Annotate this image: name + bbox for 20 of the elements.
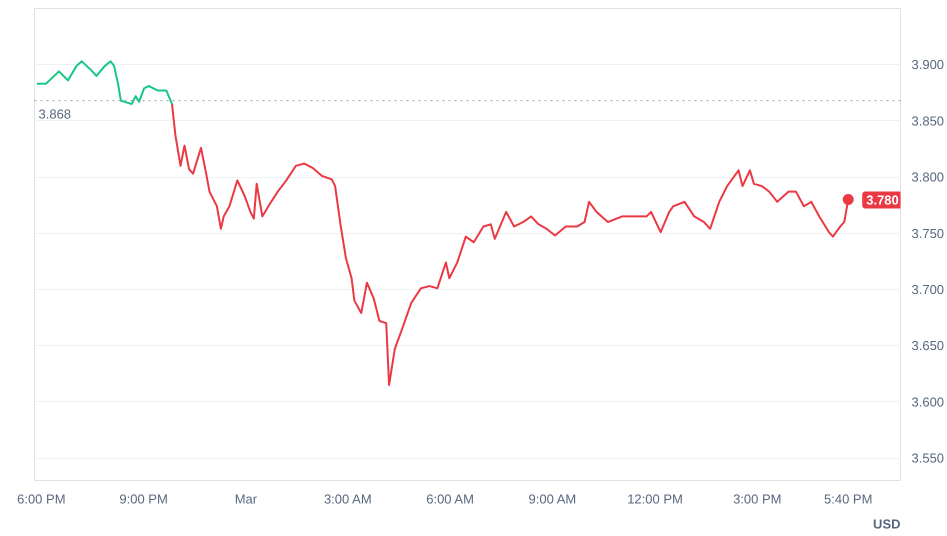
- x-tick-label: 5:40 PM: [824, 492, 872, 506]
- y-tick-label: 3.550: [912, 450, 944, 466]
- y-tick-label: 3.750: [912, 226, 944, 241]
- x-tick-label: 9:00 AM: [528, 492, 576, 506]
- y-tick-label: 3.700: [912, 282, 944, 297]
- x-tick-label: 3:00 AM: [324, 492, 372, 506]
- annotation: 3.780: [866, 192, 899, 208]
- x-tick-label: 3:00 PM: [733, 492, 782, 506]
- y-tick-label: 3.650: [912, 338, 944, 354]
- x-tick-label: 9:00 PM: [119, 492, 168, 506]
- x-tick-label: 6:00 AM: [426, 492, 474, 506]
- ref-line-label: 3.868: [38, 106, 72, 122]
- text: USD: [873, 516, 901, 532]
- y-tick-label: 3.900: [912, 57, 944, 72]
- x-tick-label: Mar: [234, 492, 258, 506]
- x-tick-label: 6:00 PM: [17, 492, 66, 506]
- y-tick-label: 3.600: [912, 394, 944, 410]
- y-tick-label: 3.850: [912, 113, 944, 128]
- y-tick-label: 3.800: [912, 170, 944, 185]
- x-tick-label: 12:00 PM: [627, 492, 683, 506]
